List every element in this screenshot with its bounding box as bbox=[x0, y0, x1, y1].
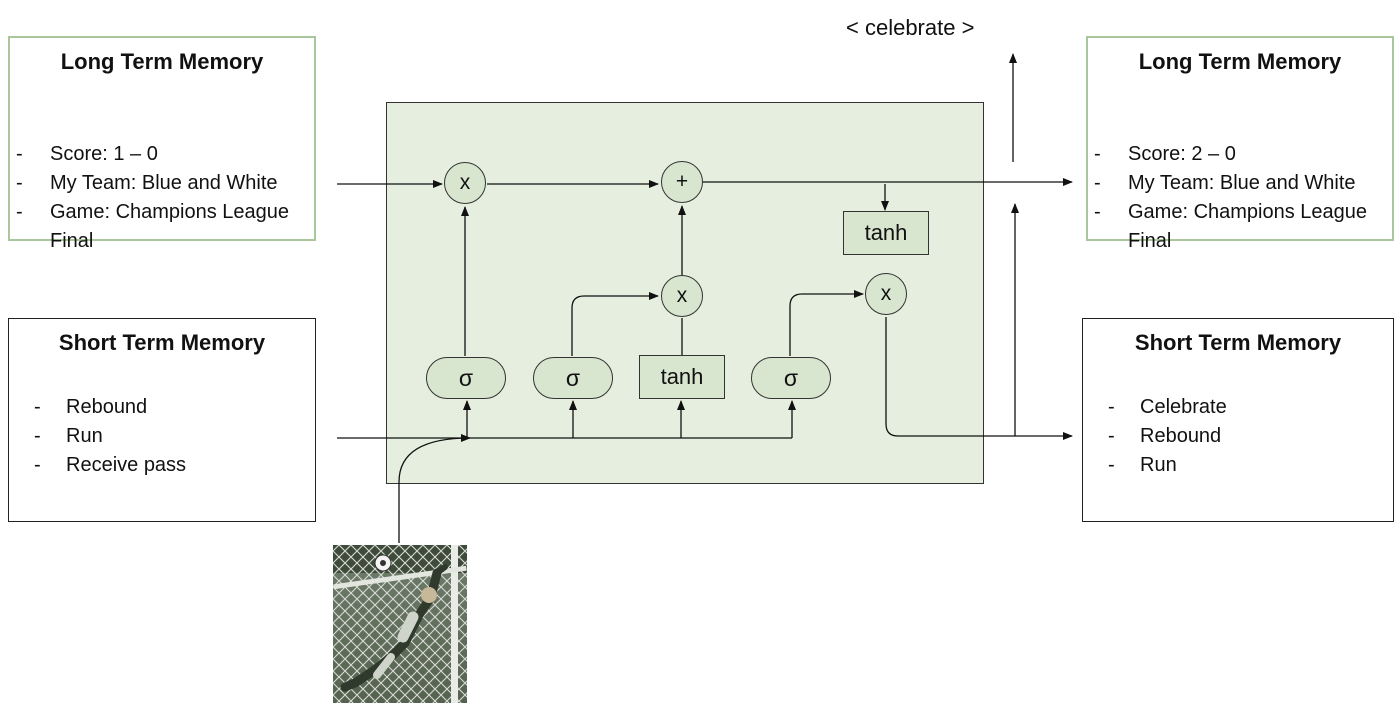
list-item: Run bbox=[34, 422, 186, 451]
list-item: My Team: Blue and White bbox=[1094, 169, 1382, 198]
goalkeeper-photo bbox=[333, 545, 467, 703]
image-input-curve bbox=[398, 434, 471, 543]
output-gate-node: σ bbox=[751, 357, 831, 399]
list-item: Score: 1 – 0 bbox=[16, 140, 304, 169]
list-item: Receive pass bbox=[34, 451, 186, 480]
box-title: Long Term Memory bbox=[60, 49, 264, 74]
box-title: Short Term Memory bbox=[58, 330, 266, 355]
memory-list: Rebound Run Receive pass bbox=[34, 393, 186, 480]
long-term-memory-output: Long Term Memory Score: 2 – 0 My Team: B… bbox=[1086, 36, 1394, 252]
short-term-memory-input: Short Term Memory Rebound Run Receive pa… bbox=[8, 318, 316, 522]
hidden-state-path bbox=[885, 317, 1073, 440]
add-node: + bbox=[661, 161, 703, 203]
memory-list: Score: 1 – 0 My Team: Blue and White Gam… bbox=[16, 140, 304, 256]
list-item: Score: 2 – 0 bbox=[1094, 140, 1382, 169]
memory-list: Score: 2 – 0 My Team: Blue and White Gam… bbox=[1094, 140, 1382, 256]
list-item: My Team: Blue and White bbox=[16, 169, 304, 198]
output-multiply-node: x bbox=[865, 273, 907, 315]
list-item: Game: Champions League Final bbox=[1094, 198, 1382, 256]
forget-gate-node: σ bbox=[426, 357, 506, 399]
list-item: Rebound bbox=[34, 393, 186, 422]
list-item: Game: Champions League Final bbox=[16, 198, 304, 256]
forget-multiply-node: x bbox=[444, 162, 486, 204]
box-title: Long Term Memory bbox=[1138, 49, 1342, 74]
list-item: Celebrate bbox=[1108, 393, 1227, 422]
input-gate-arrow bbox=[571, 292, 659, 356]
long-term-memory-input: Long Term Memory Score: 1 – 0 My Team: B… bbox=[8, 36, 316, 252]
list-item: Rebound bbox=[1108, 422, 1227, 451]
input-gate-node: σ bbox=[533, 357, 613, 399]
list-item: Run bbox=[1108, 451, 1227, 480]
box-title: Short Term Memory bbox=[1134, 330, 1342, 355]
output-gate-arrow bbox=[789, 290, 864, 356]
output-label: < celebrate > bbox=[846, 15, 975, 40]
short-term-memory-output: Short Term Memory Celebrate Rebound Run bbox=[1082, 318, 1394, 522]
cell-tanh-node: tanh bbox=[843, 211, 929, 255]
memory-list: Celebrate Rebound Run bbox=[1108, 393, 1227, 480]
input-multiply-node: x bbox=[661, 275, 703, 317]
candidate-tanh-node: tanh bbox=[639, 355, 725, 399]
